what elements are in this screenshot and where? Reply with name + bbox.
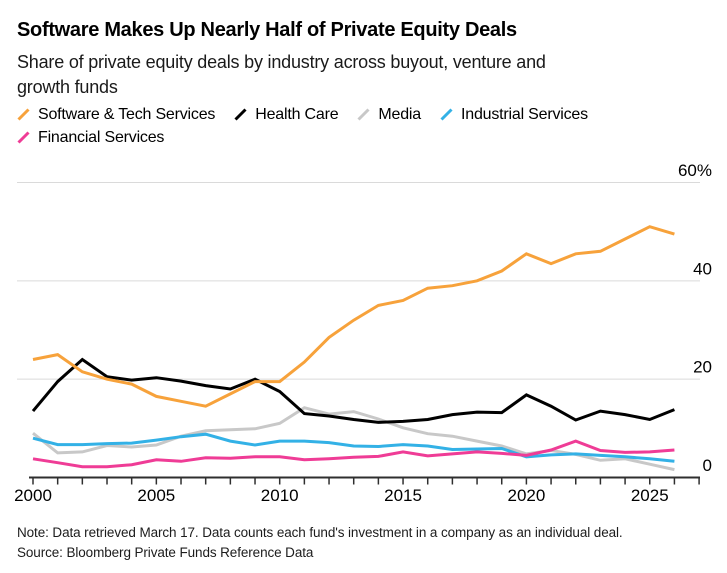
legend-key-icon (17, 131, 30, 144)
y-tick-label: 60% (678, 161, 712, 180)
x-tick-label: 2020 (507, 486, 545, 505)
series-line-health-care (31, 357, 675, 424)
chart-subtitle: Share of private equity deals by industr… (17, 50, 713, 100)
legend-key-icon (440, 108, 453, 121)
chart-header: Software Makes Up Nearly Half of Private… (17, 18, 713, 100)
y-gridlines (17, 181, 700, 380)
chart-subtitle-line1: Share of private equity deals by industr… (17, 52, 546, 72)
series-line-software-and-tech-services (32, 225, 675, 408)
legend-item-media: Media (357, 105, 421, 124)
chart-title: Software Makes Up Nearly Half of Private… (17, 19, 517, 41)
chart-subtitle-line2: growth funds (17, 77, 118, 97)
y-tick-label: 40 (693, 259, 712, 278)
legend-key-icon (234, 108, 247, 121)
chart-footer: Note: Data retrieved March 17. Data coun… (17, 523, 717, 563)
legend-item-industrial-services: Industrial Services (440, 105, 588, 124)
series-line-financial-services (32, 439, 675, 469)
x-tick-label: 2015 (384, 486, 422, 505)
footer-source: Source: Bloomberg Private Funds Referenc… (17, 545, 314, 560)
legend-label: Industrial Services (461, 106, 588, 123)
series-line-media (32, 406, 675, 472)
legend-key-icon (357, 108, 370, 121)
series-line-industrial-services (32, 432, 675, 463)
x-tick-label: 2000 (14, 486, 52, 505)
footer-note: Note: Data retrieved March 17. Data coun… (17, 525, 623, 540)
legend-label: Health Care (255, 106, 339, 123)
legend-key-icon (17, 108, 30, 121)
legend-label: Financial Services (38, 129, 165, 146)
legend-item-financial-services: Financial Services (17, 128, 164, 147)
x-axis (29, 476, 700, 485)
x-tick-label: 2025 (631, 486, 669, 505)
legend-label: Software & Tech Services (38, 106, 216, 123)
chart-legend: Software & Tech Services Health Care Media… (17, 105, 717, 147)
y-tick-label: 0 (703, 456, 712, 475)
x-tick-label: 2005 (137, 486, 175, 505)
axis-labels: 2000 2005 2010 2015 2020 2025 60% 40 20 0 (14, 161, 712, 505)
legend-label: Media (378, 106, 421, 123)
legend-item-health-care: Health Care (234, 105, 339, 124)
x-tick-label: 2010 (261, 486, 299, 505)
series-lines (31, 225, 675, 472)
legend-item-software-and-tech-services: Software & Tech Services (17, 105, 215, 124)
y-tick-label: 20 (693, 358, 712, 377)
